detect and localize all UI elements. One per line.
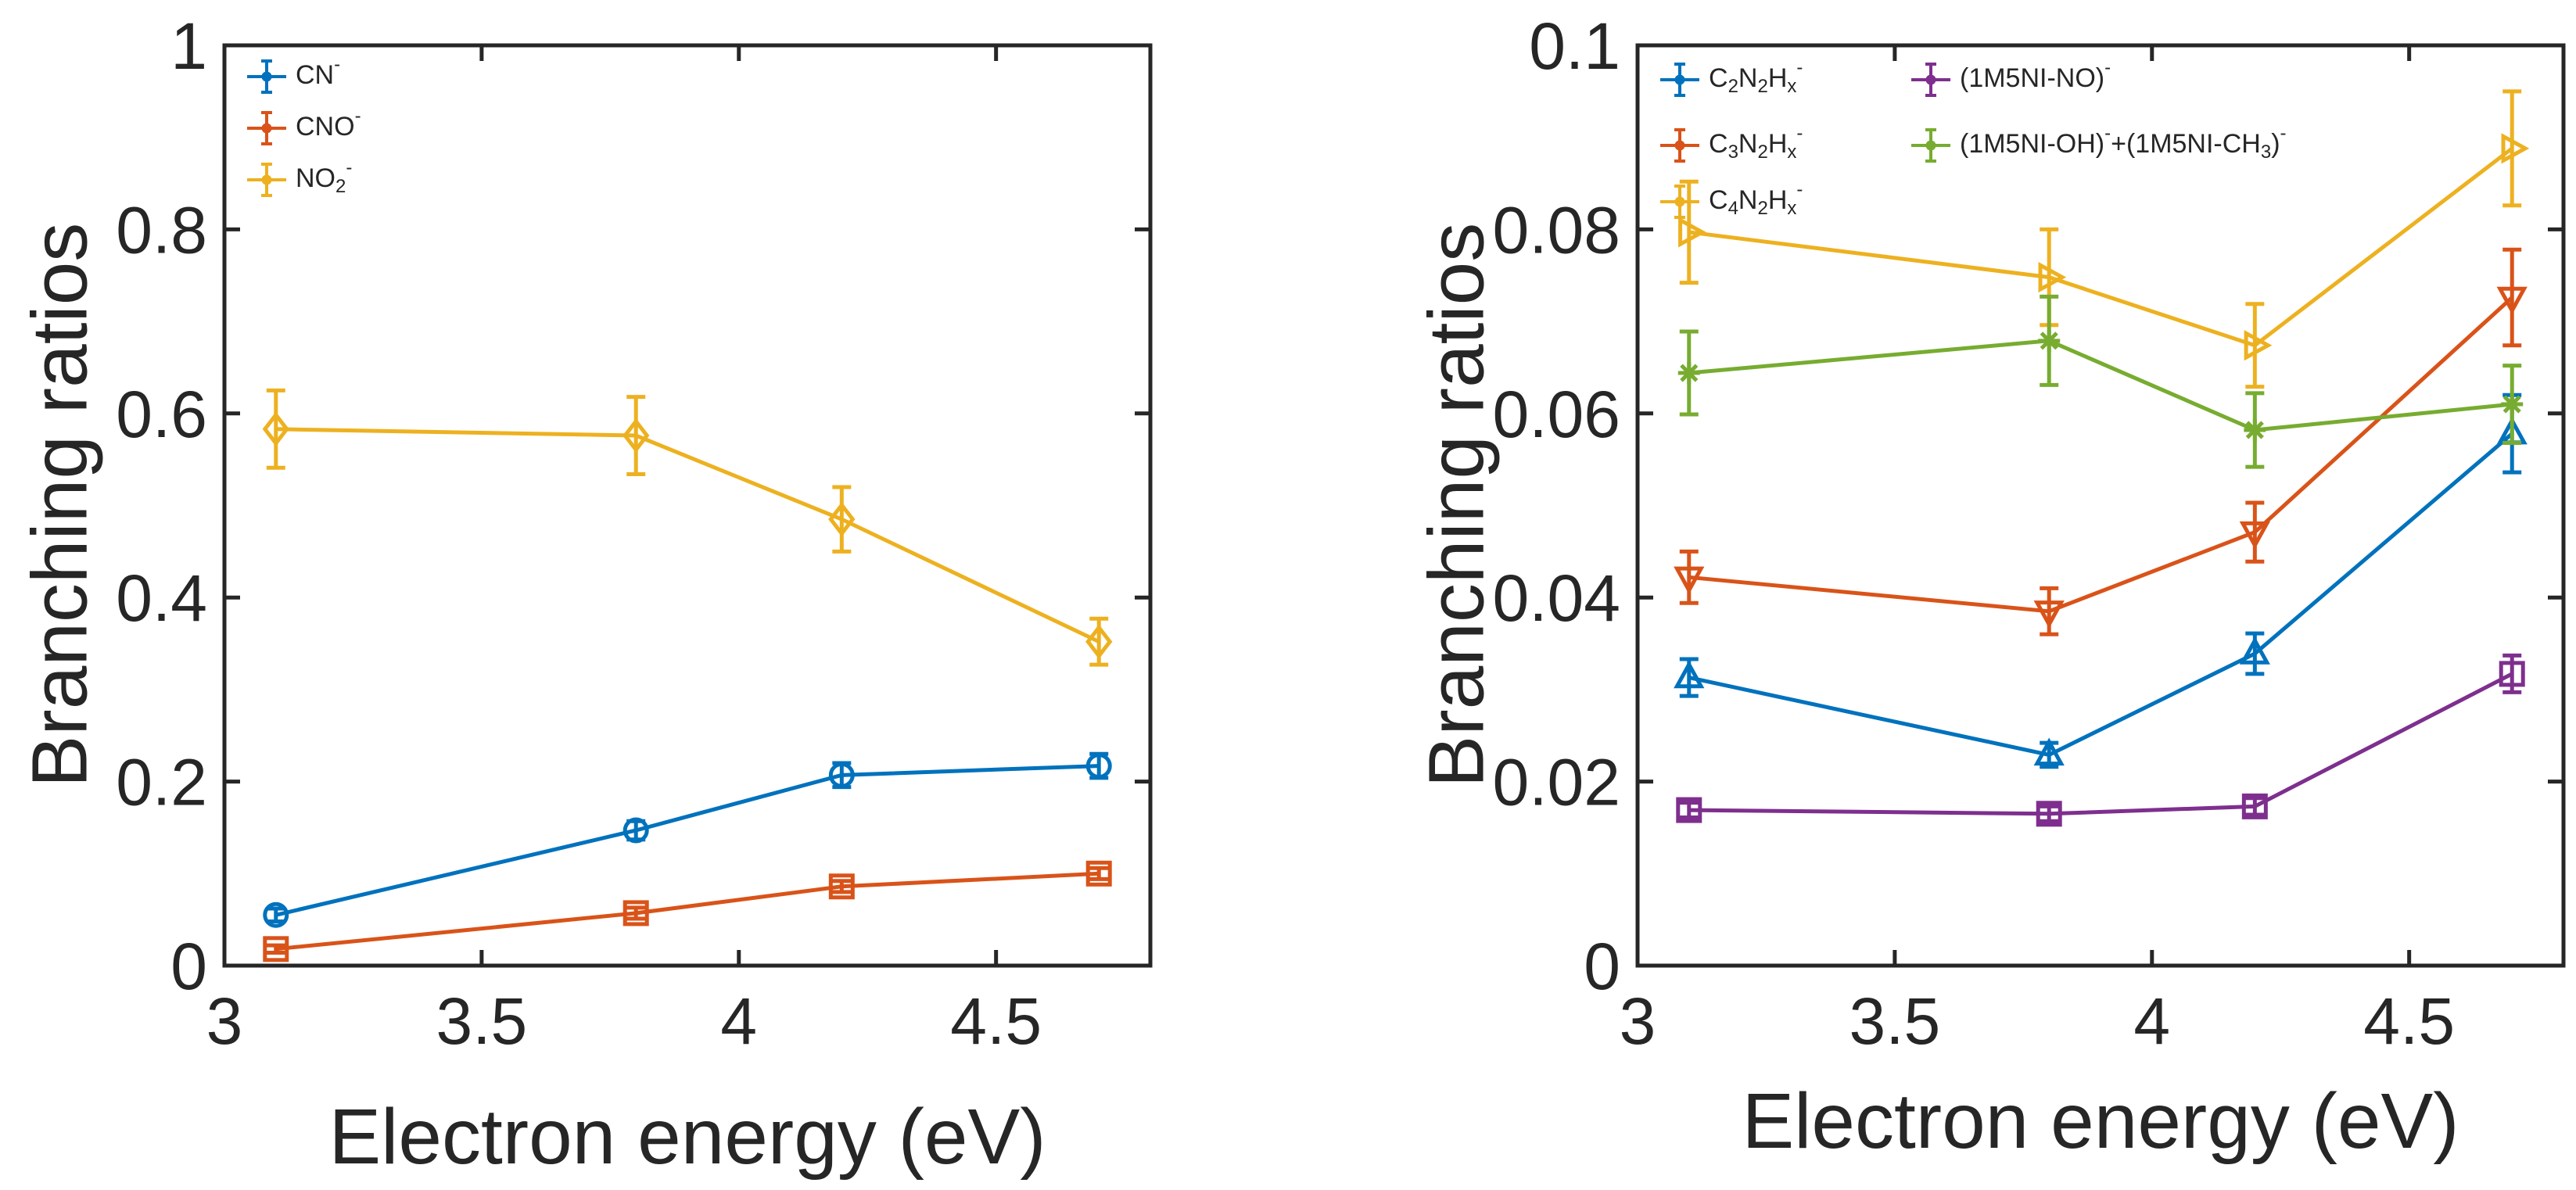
legend-item-cn: CN- bbox=[247, 54, 340, 92]
data-point bbox=[1678, 362, 1700, 384]
y-tick-label: 0 bbox=[170, 930, 207, 1003]
legend-label: (1M5NI-NO)- bbox=[1960, 57, 2111, 93]
x-axis-title: Electron energy (eV) bbox=[1742, 1077, 2459, 1165]
y-tick-label: 1 bbox=[170, 9, 207, 83]
legend-item-1m5ni-no: (1M5NI-NO)- bbox=[1911, 57, 2111, 95]
y-tick-label: 0.6 bbox=[116, 378, 207, 451]
legend-marker bbox=[262, 124, 271, 133]
legend-label: (1M5NI-OH)-+(1M5NI-CH3)- bbox=[1960, 123, 2287, 163]
data-point bbox=[2244, 419, 2266, 441]
series-line-1m5ni-no bbox=[1689, 674, 2512, 814]
x-tick-label: 3.5 bbox=[436, 984, 527, 1058]
legend: CN- CNO- NO2- bbox=[247, 54, 361, 197]
axes-box bbox=[224, 45, 1150, 966]
legend-label: C2N2Hx- bbox=[1709, 57, 1803, 97]
x-tick-label: 4 bbox=[2133, 984, 2170, 1058]
data-point bbox=[2038, 330, 2060, 352]
legend-marker bbox=[1675, 197, 1684, 206]
y-tick-label: 0.04 bbox=[1493, 561, 1621, 635]
series-c2n2hx bbox=[1677, 395, 2524, 767]
series-line-c4n2hx bbox=[1689, 149, 2512, 346]
y-tick-label: 0.2 bbox=[116, 746, 207, 819]
series-1m5ni-no bbox=[1678, 655, 2523, 824]
right-chart: 3 3.5 4 4.5 0 0.02 0.04 0.06 0.08 0.1 Electron ene… bbox=[1412, 9, 2563, 1165]
legend-item-1m5ni-oh-1m5ni-ch3: (1M5NI-OH)-+(1M5NI-CH3)- bbox=[1911, 123, 2287, 163]
legend-label: NO2- bbox=[296, 157, 352, 197]
y-tick-label: 0.4 bbox=[116, 561, 207, 635]
error-bar bbox=[832, 487, 851, 551]
x-tick-label: 3 bbox=[1620, 984, 1656, 1058]
y-axis-title: Branching ratios bbox=[1412, 223, 1500, 788]
x-axis-title: Electron energy (eV) bbox=[328, 1093, 1046, 1181]
legend-marker bbox=[1926, 141, 1936, 150]
legend-label: CN- bbox=[296, 54, 340, 90]
series-cn bbox=[265, 754, 1110, 926]
y-tick-label: 0.06 bbox=[1493, 378, 1621, 451]
legend-marker bbox=[1675, 75, 1684, 84]
legend-item-c2n2hx: C2N2Hx- bbox=[1660, 57, 1803, 97]
x-tick-label: 4.5 bbox=[2363, 984, 2455, 1058]
y-tick-label: 0 bbox=[1584, 930, 1620, 1003]
legend-item-c3n2hx: C3N2Hx- bbox=[1660, 123, 1803, 163]
legend-marker bbox=[262, 72, 271, 81]
legend-item-c4n2hx: C4N2Hx- bbox=[1660, 179, 1803, 219]
legend-marker bbox=[1675, 141, 1684, 150]
legend-marker bbox=[262, 175, 271, 185]
y-axis-title: Branching ratios bbox=[16, 223, 103, 788]
series-line-1m5ni-oh-1m5ni-ch3 bbox=[1689, 341, 2512, 430]
legend-label: CNO- bbox=[296, 106, 361, 142]
series-line-cn bbox=[276, 766, 1099, 916]
x-tick-label: 3.5 bbox=[1849, 984, 1940, 1058]
axes-box bbox=[1638, 45, 2563, 966]
series-line-c2n2hx bbox=[1689, 434, 2512, 755]
legend-label: C4N2Hx- bbox=[1709, 179, 1803, 219]
x-tick-label: 4.5 bbox=[950, 984, 1042, 1058]
figure: 3 3.5 4 4.5 0 0.2 0.4 0.6 0.8 1 Electron energy (e… bbox=[0, 0, 2576, 1190]
legend-label: C3N2Hx- bbox=[1709, 123, 1803, 163]
y-tick-label: 0.1 bbox=[1529, 9, 1620, 83]
data-point bbox=[2501, 393, 2523, 415]
legend-item-cno: CNO- bbox=[247, 106, 361, 144]
y-tick-label: 0.8 bbox=[116, 193, 207, 267]
x-tick-label: 3 bbox=[206, 984, 243, 1058]
error-bar bbox=[2502, 91, 2521, 206]
y-tick-label: 0.02 bbox=[1493, 746, 1621, 819]
legend-item-no2: NO2- bbox=[247, 157, 352, 197]
series-1m5ni-oh-1m5ni-ch3 bbox=[1678, 296, 2523, 467]
y-tick-label: 0.08 bbox=[1493, 193, 1621, 267]
error-bar bbox=[2245, 304, 2264, 387]
series-no2 bbox=[265, 390, 1110, 665]
series-c3n2hx bbox=[1677, 249, 2524, 634]
series-line-c3n2hx bbox=[1689, 297, 2512, 611]
x-tick-label: 4 bbox=[720, 984, 757, 1058]
legend: C2N2Hx- C3N2Hx- C4N2Hx- (1M5NI-NO)- (1M5NI-O… bbox=[1660, 57, 2287, 219]
left-chart: 3 3.5 4 4.5 0 0.2 0.4 0.6 0.8 1 Electron energy (e… bbox=[16, 9, 1150, 1181]
series-cno bbox=[265, 862, 1110, 960]
series-line-no2 bbox=[276, 429, 1099, 642]
data-point bbox=[2503, 136, 2525, 160]
legend-marker bbox=[1926, 75, 1936, 84]
